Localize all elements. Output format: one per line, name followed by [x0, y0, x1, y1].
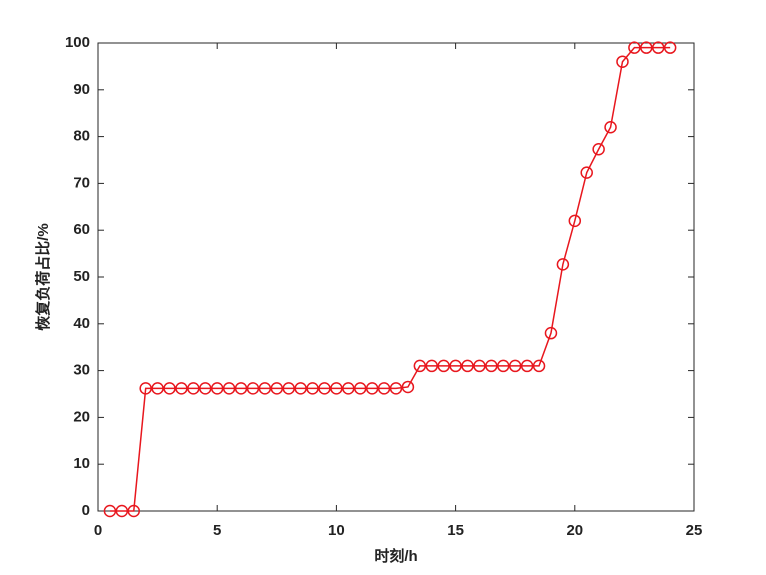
y-tick-label: 0	[82, 502, 90, 519]
y-tick-label: 40	[73, 315, 90, 332]
data-marker	[353, 382, 367, 395]
y-tick-label: 80	[73, 128, 90, 145]
data-marker	[473, 359, 486, 373]
data-marker	[115, 504, 129, 518]
data-marker	[377, 382, 391, 395]
data-marker	[592, 142, 605, 156]
x-tick-label: 0	[94, 522, 102, 539]
data-marker	[616, 55, 629, 68]
data-marker	[246, 382, 260, 395]
data-marker	[187, 382, 200, 395]
data-marker	[401, 380, 415, 394]
data-marker	[663, 41, 677, 54]
data-marker	[508, 359, 522, 373]
data-marker	[580, 166, 593, 179]
data-marker	[175, 382, 188, 395]
data-marker	[556, 258, 570, 271]
data-marker	[103, 504, 117, 518]
data-marker	[342, 382, 355, 395]
data-marker	[389, 382, 403, 395]
plot-area	[97, 42, 695, 512]
x-tick-label: 5	[213, 522, 221, 539]
data-line	[109, 46, 671, 512]
data-marker	[127, 504, 141, 518]
y-axis-label: 恢复负荷占比/%	[34, 223, 52, 331]
data-marker	[437, 359, 450, 373]
x-tick-label: 25	[686, 522, 703, 539]
y-tick-label: 50	[73, 268, 90, 285]
data-marker	[234, 382, 248, 395]
data-marker	[258, 382, 272, 395]
data-marker	[485, 359, 498, 373]
data-marker	[199, 382, 212, 395]
data-marker	[461, 359, 474, 373]
y-tick-label: 10	[73, 455, 90, 472]
x-tick-label: 15	[447, 522, 464, 539]
data-marker	[449, 359, 462, 373]
x-tick-label: 10	[328, 522, 345, 539]
data-marker	[425, 359, 439, 373]
y-tick-label: 30	[73, 362, 90, 379]
data-marker	[413, 359, 427, 373]
data-marker	[497, 359, 510, 373]
data-marker	[163, 382, 176, 395]
data-marker	[139, 382, 152, 395]
data-marker	[604, 120, 617, 134]
data-marker	[628, 41, 641, 54]
y-tick-label: 100	[65, 34, 90, 51]
y-tick-label: 90	[73, 81, 90, 98]
data-marker	[544, 326, 558, 340]
data-marker	[532, 359, 546, 373]
data-marker	[651, 41, 665, 54]
data-marker	[210, 382, 224, 395]
data-marker	[151, 382, 164, 395]
y-tick-label: 20	[73, 408, 90, 425]
data-marker	[294, 382, 307, 395]
data-marker	[640, 41, 653, 54]
data-marker	[330, 382, 343, 395]
y-tick-label: 60	[73, 221, 90, 238]
y-tick-label: 70	[73, 174, 90, 191]
data-marker	[306, 382, 319, 395]
data-marker	[318, 382, 331, 395]
data-marker	[568, 214, 582, 228]
data-marker	[365, 382, 379, 395]
data-marker	[270, 382, 284, 395]
data-marker	[282, 382, 295, 395]
data-marker	[520, 359, 534, 373]
x-axis-label: 时刻/h	[374, 547, 417, 565]
x-tick-label: 20	[566, 522, 583, 539]
data-marker	[222, 382, 236, 395]
